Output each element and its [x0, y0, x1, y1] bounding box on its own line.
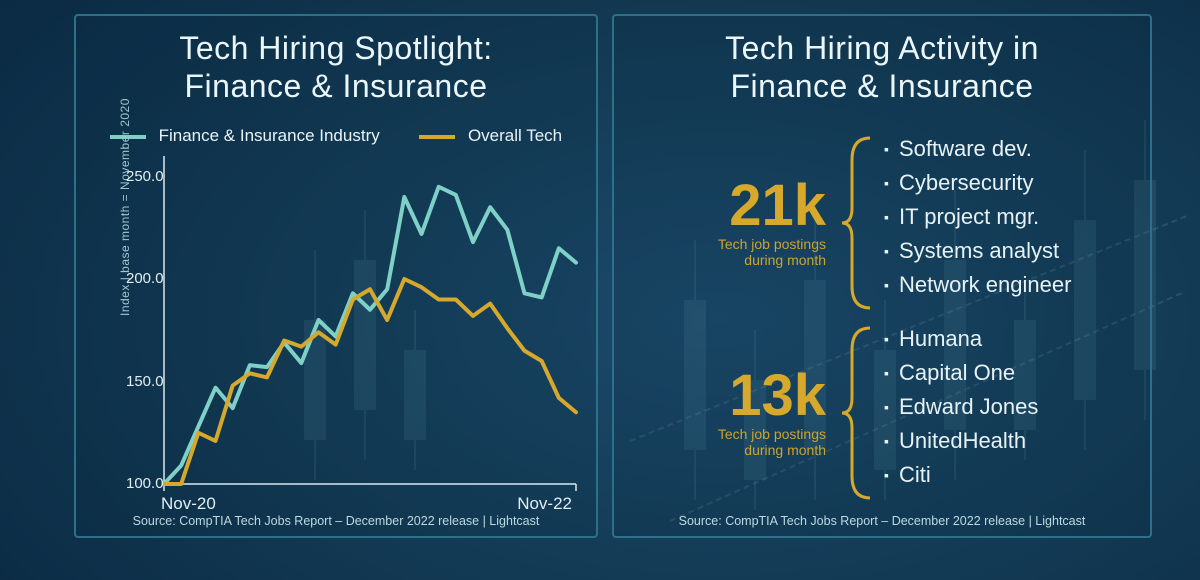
list-item: Cybersecurity: [884, 166, 1071, 200]
legend-item: Finance & Insurance Industry: [110, 126, 380, 146]
line-chart: [164, 156, 576, 484]
title-line: Tech Hiring Activity in: [725, 30, 1039, 66]
list-item: Citi: [884, 458, 1038, 492]
stat-subtext: during month: [646, 441, 826, 459]
stat-block: 21k Tech job postings during month: [646, 180, 826, 270]
legend-item: Overall Tech: [419, 126, 562, 146]
bracket-icon: [840, 324, 876, 502]
legend-label: Overall Tech: [468, 126, 562, 145]
list-item: Edward Jones: [884, 390, 1038, 424]
legend-label: Finance & Insurance Industry: [159, 126, 380, 145]
title-line: Tech Hiring Spotlight:: [179, 30, 492, 66]
y-tick-label: 200.0: [126, 270, 162, 287]
panel-hiring-activity: Tech Hiring Activity in Finance & Insura…: [612, 14, 1152, 538]
list-item: Humana: [884, 322, 1038, 356]
stat-subtext: during month: [646, 251, 826, 269]
x-tick-label: Nov-22: [517, 494, 572, 514]
legend-swatch: [419, 135, 455, 139]
chart-svg: [164, 156, 576, 484]
panel-title: Tech Hiring Spotlight: Finance & Insuran…: [76, 30, 596, 106]
title-line: Finance & Insurance: [185, 68, 488, 104]
list-item: UnitedHealth: [884, 424, 1038, 458]
stat-group-companies: 13k Tech job postings during month Human…: [652, 326, 1130, 501]
source-line: Source: CompTIA Tech Jobs Report – Decem…: [76, 514, 596, 528]
list-item: Capital One: [884, 356, 1038, 390]
y-tick-label: 150.0: [126, 373, 162, 390]
items-list: Software dev.CybersecurityIT project mgr…: [884, 132, 1071, 302]
y-tick-label: 100.0: [126, 475, 162, 492]
items-list: HumanaCapital OneEdward JonesUnitedHealt…: [884, 322, 1038, 492]
source-line: Source: CompTIA Tech Jobs Report – Decem…: [614, 514, 1150, 528]
panel-spotlight-chart: Tech Hiring Spotlight: Finance & Insuran…: [74, 14, 598, 538]
y-tick-label: 250.0: [126, 168, 162, 185]
bracket-icon: [840, 134, 876, 312]
stat-number: 13k: [646, 370, 826, 422]
canvas: Tech Hiring Spotlight: Finance & Insuran…: [0, 0, 1200, 580]
title-line: Finance & Insurance: [731, 68, 1034, 104]
x-tick-label: Nov-20: [161, 494, 216, 514]
chart-legend: Finance & Insurance Industry Overall Tec…: [76, 126, 596, 146]
stat-number: 21k: [646, 180, 826, 232]
list-item: IT project mgr.: [884, 200, 1071, 234]
panel-title: Tech Hiring Activity in Finance & Insura…: [614, 30, 1150, 106]
stat-block: 13k Tech job postings during month: [646, 370, 826, 460]
stat-group-roles: 21k Tech job postings during month Softw…: [652, 136, 1130, 311]
list-item: Systems analyst: [884, 234, 1071, 268]
list-item: Software dev.: [884, 132, 1071, 166]
list-item: Network engineer: [884, 268, 1071, 302]
